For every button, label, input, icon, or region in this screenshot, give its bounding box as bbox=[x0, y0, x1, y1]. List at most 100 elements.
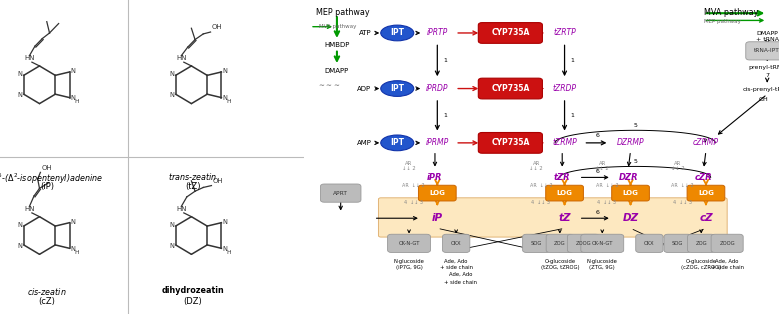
Ellipse shape bbox=[381, 25, 414, 41]
Text: AR: AR bbox=[405, 161, 413, 166]
Text: N: N bbox=[169, 71, 174, 78]
Text: OH: OH bbox=[759, 97, 769, 102]
Text: ZOOG: ZOOG bbox=[576, 241, 591, 246]
Text: cZ: cZ bbox=[699, 213, 713, 223]
Text: dihydrozeatin: dihydrozeatin bbox=[161, 286, 224, 295]
Text: AR  ↓↓ 2: AR ↓↓ 2 bbox=[530, 183, 552, 188]
Text: DZRMP: DZRMP bbox=[617, 138, 644, 147]
Ellipse shape bbox=[381, 135, 414, 151]
Text: LOG: LOG bbox=[622, 190, 639, 196]
FancyBboxPatch shape bbox=[664, 234, 691, 252]
Text: N: N bbox=[223, 219, 227, 225]
Text: ADP: ADP bbox=[358, 85, 372, 92]
Text: N: N bbox=[223, 68, 227, 74]
Text: 6: 6 bbox=[596, 133, 600, 138]
Text: DMAPP: DMAPP bbox=[325, 68, 349, 73]
Text: tZRDP: tZRDP bbox=[552, 84, 576, 93]
Text: tZ: tZ bbox=[559, 213, 571, 223]
Text: DZR: DZR bbox=[619, 173, 638, 182]
Text: OH: OH bbox=[213, 178, 224, 184]
FancyBboxPatch shape bbox=[688, 234, 715, 252]
Text: SOG: SOG bbox=[672, 241, 683, 246]
Text: ↓↓ 2: ↓↓ 2 bbox=[671, 165, 685, 171]
FancyBboxPatch shape bbox=[418, 185, 456, 201]
FancyBboxPatch shape bbox=[687, 185, 724, 201]
FancyBboxPatch shape bbox=[636, 234, 663, 252]
Text: LOG: LOG bbox=[698, 190, 714, 196]
Text: N: N bbox=[71, 246, 76, 252]
FancyBboxPatch shape bbox=[711, 234, 743, 252]
Text: tRNA-IPT: tRNA-IPT bbox=[754, 48, 779, 53]
Text: N-glucoside
(iP7G, 9G): N-glucoside (iP7G, 9G) bbox=[393, 259, 425, 270]
Text: 4  ↓↓ 3: 4 ↓↓ 3 bbox=[597, 200, 616, 205]
Text: O-glucoside
(tZOG, tZROG): O-glucoside (tZOG, tZROG) bbox=[541, 259, 579, 270]
Text: N: N bbox=[223, 95, 227, 101]
Text: iP: iP bbox=[432, 213, 443, 223]
FancyBboxPatch shape bbox=[478, 23, 542, 43]
Text: HMBDP: HMBDP bbox=[324, 42, 350, 48]
Text: N-glucoside
(ZTG, 9G): N-glucoside (ZTG, 9G) bbox=[587, 259, 618, 270]
Text: IPT: IPT bbox=[390, 138, 404, 147]
Text: MVA pathway: MVA pathway bbox=[703, 8, 758, 17]
Text: tZRMP: tZRMP bbox=[552, 138, 577, 147]
Text: H: H bbox=[226, 100, 231, 105]
Text: ↓↓ 2: ↓↓ 2 bbox=[595, 165, 609, 171]
Text: CYP735A: CYP735A bbox=[492, 138, 530, 147]
Text: tZR: tZR bbox=[554, 173, 570, 182]
Text: 5: 5 bbox=[633, 159, 637, 164]
Text: Ade, Ado: Ade, Ado bbox=[449, 272, 473, 277]
Text: ↓↓ 2: ↓↓ 2 bbox=[530, 165, 543, 171]
Text: N: N bbox=[71, 95, 76, 101]
Text: N: N bbox=[223, 246, 227, 252]
Text: CYP735A: CYP735A bbox=[492, 29, 530, 37]
Text: CK-N-GT: CK-N-GT bbox=[398, 241, 420, 246]
Text: N: N bbox=[71, 68, 76, 74]
Text: HN: HN bbox=[176, 55, 187, 61]
Text: SOG: SOG bbox=[530, 241, 542, 246]
FancyBboxPatch shape bbox=[478, 78, 542, 99]
Text: H: H bbox=[74, 100, 79, 105]
Text: cZR: cZR bbox=[695, 173, 713, 182]
FancyBboxPatch shape bbox=[388, 234, 431, 252]
Text: iPRTP: iPRTP bbox=[427, 29, 448, 37]
Text: prenyl-tRNA: prenyl-tRNA bbox=[749, 65, 779, 70]
Text: N: N bbox=[17, 71, 22, 78]
Text: N: N bbox=[169, 222, 174, 228]
Text: cZRMP: cZRMP bbox=[693, 138, 719, 147]
Text: iPR: iPR bbox=[427, 173, 442, 182]
Text: N: N bbox=[17, 92, 22, 98]
Text: N: N bbox=[169, 242, 174, 249]
Text: LOG: LOG bbox=[429, 190, 446, 196]
Text: IPT: IPT bbox=[390, 84, 404, 93]
Text: DMAPP
+ tRNA: DMAPP + tRNA bbox=[756, 31, 779, 42]
Text: HN: HN bbox=[24, 206, 35, 212]
Text: $\mathit{cis}$-zeatin: $\mathit{cis}$-zeatin bbox=[27, 286, 67, 297]
Text: CK-N-GT: CK-N-GT bbox=[591, 241, 613, 246]
Text: iPRDP: iPRDP bbox=[426, 84, 449, 93]
Text: N: N bbox=[71, 219, 76, 225]
FancyBboxPatch shape bbox=[746, 42, 779, 60]
Text: ZOG: ZOG bbox=[696, 241, 707, 246]
Text: 4  ↓↓ 3: 4 ↓↓ 3 bbox=[404, 200, 423, 205]
Text: AR  ↓↓ 2: AR ↓↓ 2 bbox=[403, 183, 425, 188]
Text: (DZ): (DZ) bbox=[184, 297, 203, 306]
FancyBboxPatch shape bbox=[320, 184, 361, 202]
Text: CYP735A: CYP735A bbox=[492, 84, 530, 93]
FancyBboxPatch shape bbox=[478, 133, 542, 153]
Text: AR: AR bbox=[674, 161, 682, 166]
Text: 1: 1 bbox=[570, 113, 574, 118]
FancyBboxPatch shape bbox=[567, 234, 599, 252]
Text: AMP: AMP bbox=[357, 140, 372, 146]
Text: HN: HN bbox=[176, 206, 187, 212]
Text: 6: 6 bbox=[596, 169, 600, 174]
Text: N: N bbox=[17, 242, 22, 249]
Text: 4  ↓↓ 3: 4 ↓↓ 3 bbox=[673, 200, 692, 205]
Text: 7: 7 bbox=[765, 73, 769, 78]
Text: MVA pathway: MVA pathway bbox=[319, 24, 357, 29]
Text: Ade, Ado
+ side chain: Ade, Ado + side chain bbox=[710, 259, 744, 270]
Text: APRT: APRT bbox=[333, 191, 348, 196]
FancyBboxPatch shape bbox=[546, 234, 573, 252]
Text: iPRMP: iPRMP bbox=[425, 138, 449, 147]
Text: MEP pathway: MEP pathway bbox=[316, 8, 370, 17]
Text: MEP pathway: MEP pathway bbox=[703, 19, 741, 24]
